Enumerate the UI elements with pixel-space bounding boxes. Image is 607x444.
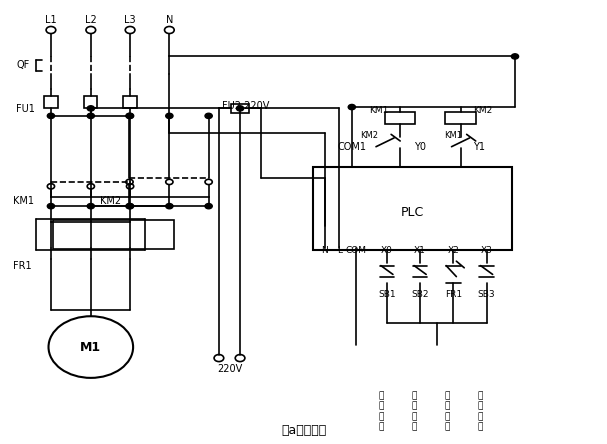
Text: 过
载
保
护: 过 载 保 护 — [444, 391, 450, 431]
Text: X3: X3 — [481, 246, 492, 255]
Bar — [123, 96, 137, 108]
Text: N: N — [166, 16, 173, 25]
Text: Y1: Y1 — [473, 142, 485, 152]
Text: KM2: KM2 — [473, 106, 492, 115]
Bar — [231, 104, 249, 113]
Text: COM: COM — [345, 246, 367, 255]
Circle shape — [47, 203, 55, 209]
Circle shape — [237, 106, 243, 111]
Bar — [84, 96, 98, 108]
Circle shape — [126, 113, 134, 119]
Bar — [53, 221, 174, 249]
Text: X1: X1 — [414, 246, 426, 255]
Text: M1: M1 — [80, 341, 101, 353]
Circle shape — [205, 113, 212, 119]
Text: KM1: KM1 — [444, 131, 463, 140]
Text: FR1: FR1 — [13, 262, 32, 271]
Text: SB1: SB1 — [378, 290, 396, 299]
Bar — [385, 112, 415, 124]
Circle shape — [166, 113, 173, 119]
Text: X0: X0 — [381, 246, 393, 255]
Circle shape — [166, 203, 173, 209]
Text: 220V: 220V — [217, 364, 242, 374]
Text: SB2: SB2 — [412, 290, 429, 299]
Text: FR1: FR1 — [445, 290, 462, 299]
Bar — [446, 112, 476, 124]
Text: L2: L2 — [85, 16, 97, 25]
Circle shape — [126, 113, 133, 119]
Text: SB3: SB3 — [478, 290, 495, 299]
Circle shape — [511, 54, 518, 59]
Circle shape — [87, 113, 95, 119]
Circle shape — [126, 203, 134, 209]
Text: 反
转
按
钮: 反 转 按 钮 — [412, 391, 417, 431]
Circle shape — [87, 106, 95, 111]
Text: FU2 220V: FU2 220V — [222, 101, 270, 111]
Text: PLC: PLC — [401, 206, 424, 219]
Text: L1: L1 — [45, 16, 56, 25]
Text: KM1: KM1 — [13, 196, 35, 206]
Text: L3: L3 — [124, 16, 136, 25]
Text: QF: QF — [16, 60, 30, 70]
Text: （a）接线图: （a）接线图 — [281, 424, 326, 437]
Text: Y0: Y0 — [414, 142, 426, 152]
Text: COM1: COM1 — [337, 142, 367, 152]
Text: KM2: KM2 — [360, 131, 378, 140]
Bar — [44, 96, 58, 108]
Circle shape — [126, 203, 133, 209]
Text: FU1: FU1 — [16, 104, 35, 114]
Text: X2: X2 — [447, 246, 459, 255]
Bar — [313, 166, 512, 250]
Text: 停
止
按
钮: 停 止 按 钮 — [478, 391, 483, 431]
Text: 正
转
按
钮: 正 转 按 钮 — [378, 391, 384, 431]
Text: KM2: KM2 — [100, 196, 121, 206]
Circle shape — [47, 113, 55, 119]
Text: KM1: KM1 — [369, 106, 388, 115]
Circle shape — [87, 203, 95, 209]
Text: L: L — [337, 246, 342, 255]
Text: N: N — [321, 246, 328, 255]
Circle shape — [205, 203, 212, 209]
Circle shape — [348, 104, 356, 110]
